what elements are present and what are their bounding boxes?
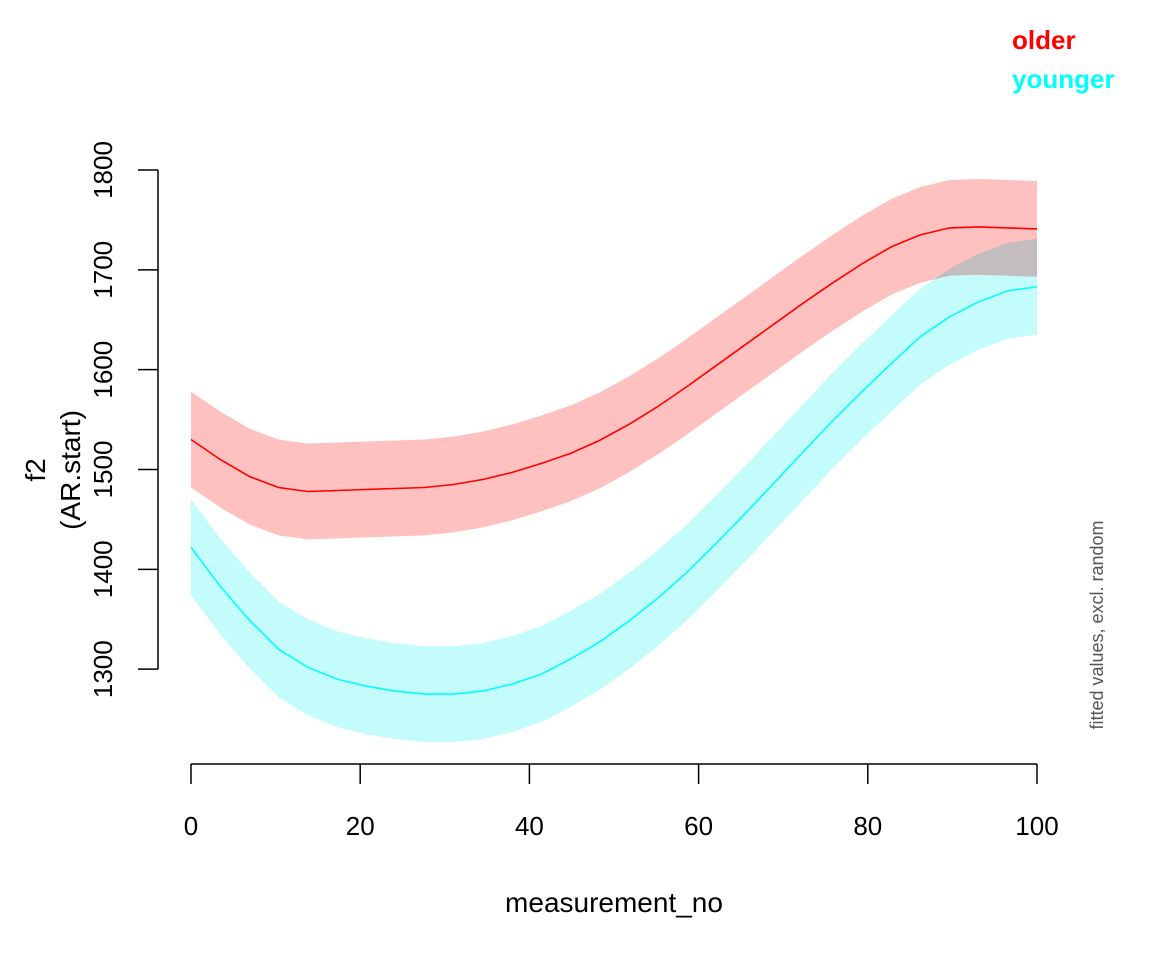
legend-item-older: older [1012, 25, 1076, 55]
y-tick-label: 1400 [88, 540, 118, 598]
y-tick-label: 1700 [88, 241, 118, 299]
confidence-band-older [191, 179, 1037, 540]
x-tick-label: 40 [515, 811, 544, 841]
x-tick-label: 60 [684, 811, 713, 841]
x-tick-label: 0 [184, 811, 198, 841]
x-tick-label: 20 [346, 811, 375, 841]
y-axis: 1300 1400 1500 1600 1700 1800 [88, 141, 159, 698]
y-axis-subtitle: (AR.start) [55, 410, 86, 530]
confidence-bands [191, 179, 1037, 742]
x-axis-title: measurement_no [505, 887, 723, 918]
y-axis-title: f2 [20, 458, 51, 481]
series-line-younger [190, 286, 1038, 695]
legend-item-younger: younger [1012, 64, 1115, 94]
legend: older younger [1012, 25, 1115, 94]
x-axis: 0 20 40 60 80 100 [184, 763, 1059, 841]
side-note: fitted values, excl. random [1087, 520, 1107, 729]
y-tick-label: 1800 [88, 141, 118, 199]
y-tick-label: 1500 [88, 441, 118, 499]
x-tick-label: 80 [853, 811, 882, 841]
confidence-band-younger [191, 238, 1037, 742]
series-line-older [190, 226, 1038, 493]
y-tick-label: 1300 [88, 640, 118, 698]
series-lines [190, 226, 1038, 695]
y-tick-label: 1600 [88, 341, 118, 399]
x-tick-label: 100 [1015, 811, 1058, 841]
